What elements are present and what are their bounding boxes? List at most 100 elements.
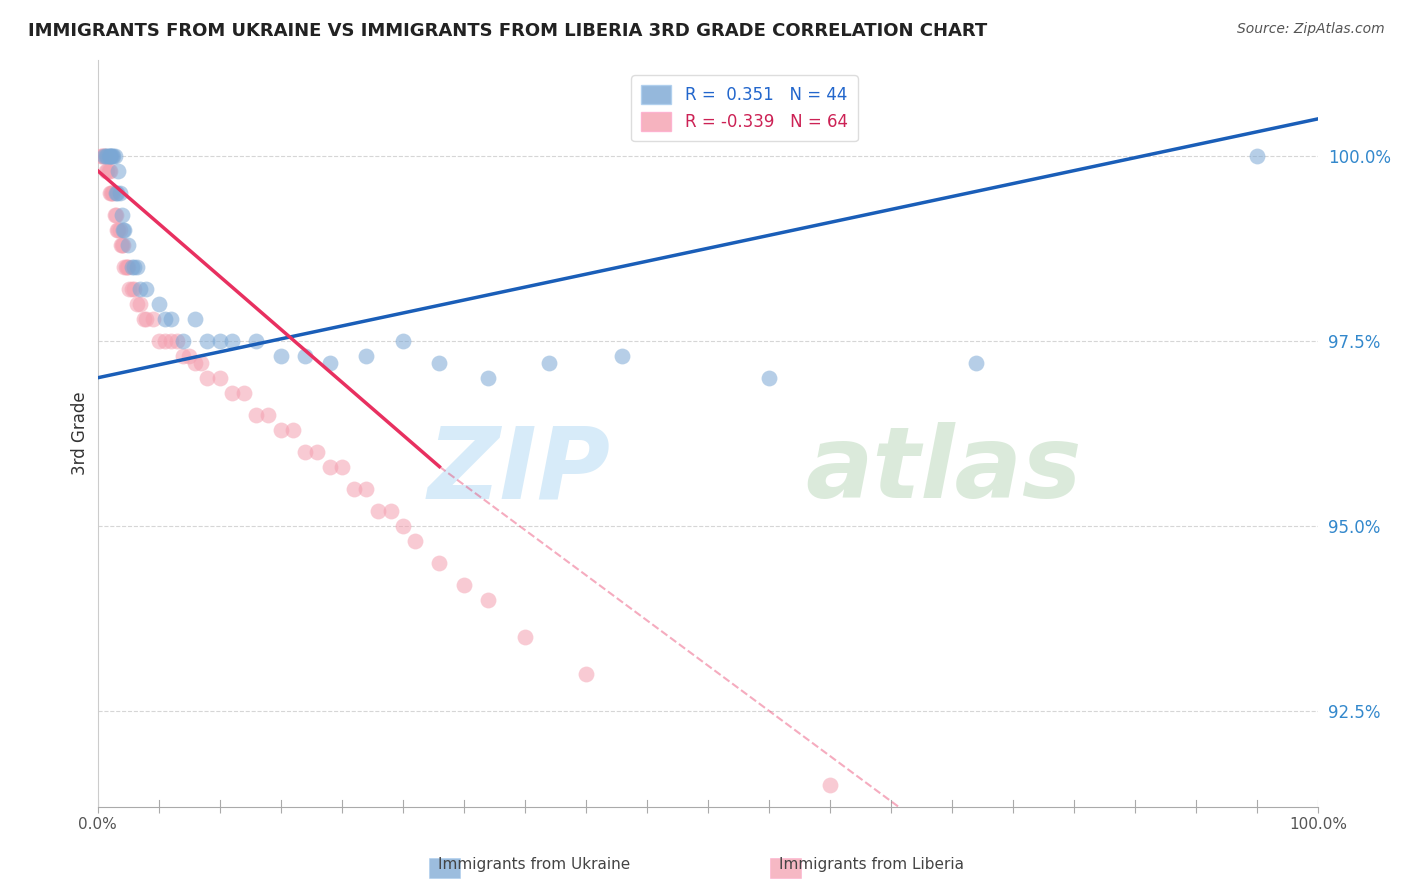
Point <box>477 371 499 385</box>
Point <box>93 149 115 163</box>
Point <box>108 223 131 237</box>
Point <box>98 149 121 163</box>
Point <box>453 578 475 592</box>
Point <box>104 208 127 222</box>
Point <box>148 297 170 311</box>
Point <box>101 186 124 200</box>
Point <box>105 223 128 237</box>
Point <box>172 349 194 363</box>
Point <box>103 149 125 163</box>
Point <box>122 260 145 274</box>
Point <box>197 371 219 385</box>
Point <box>98 163 121 178</box>
Point <box>513 630 536 644</box>
Text: Immigrants from Ukraine: Immigrants from Ukraine <box>439 857 630 872</box>
Point <box>112 223 135 237</box>
Point <box>477 592 499 607</box>
Point <box>112 260 135 274</box>
Point <box>94 163 117 178</box>
Point <box>294 349 316 363</box>
Point <box>208 371 231 385</box>
Point <box>221 385 243 400</box>
Point <box>1246 149 1268 163</box>
Text: Immigrants from Liberia: Immigrants from Liberia <box>779 857 965 872</box>
Point <box>153 334 176 348</box>
Point <box>367 504 389 518</box>
Point <box>97 149 120 163</box>
Point <box>107 163 129 178</box>
Point <box>94 149 117 163</box>
Point <box>110 237 132 252</box>
Point <box>294 444 316 458</box>
Point <box>391 518 413 533</box>
Point <box>538 356 561 370</box>
Point <box>111 237 134 252</box>
Point <box>818 778 841 792</box>
Point <box>233 385 256 400</box>
Point <box>104 208 127 222</box>
Point <box>103 186 125 200</box>
Point <box>115 260 138 274</box>
Point <box>125 297 148 311</box>
Point <box>135 311 157 326</box>
Point <box>105 186 128 200</box>
Point <box>121 282 143 296</box>
Y-axis label: 3rd Grade: 3rd Grade <box>72 392 89 475</box>
Point <box>197 334 219 348</box>
Point <box>100 149 122 163</box>
Point <box>159 334 181 348</box>
Point <box>758 371 780 385</box>
Point <box>270 423 292 437</box>
Point <box>117 237 139 252</box>
Point <box>97 163 120 178</box>
Point <box>94 149 117 163</box>
Text: IMMIGRANTS FROM UKRAINE VS IMMIGRANTS FROM LIBERIA 3RD GRADE CORRELATION CHART: IMMIGRANTS FROM UKRAINE VS IMMIGRANTS FR… <box>28 22 987 40</box>
Point <box>141 311 163 326</box>
Point <box>427 556 450 570</box>
Point <box>427 356 450 370</box>
Point <box>129 297 152 311</box>
Point <box>575 666 598 681</box>
Point <box>104 149 127 163</box>
Point <box>112 237 135 252</box>
Legend: R =  0.351   N = 44, R = -0.339   N = 64: R = 0.351 N = 44, R = -0.339 N = 64 <box>631 76 858 141</box>
Point <box>148 334 170 348</box>
Point <box>111 208 134 222</box>
Point <box>96 149 118 163</box>
Text: atlas: atlas <box>806 422 1083 519</box>
Point <box>307 444 329 458</box>
Point <box>166 334 188 348</box>
Point <box>98 149 121 163</box>
Point <box>93 149 115 163</box>
Point <box>121 260 143 274</box>
Point <box>343 482 366 496</box>
Point <box>96 163 118 178</box>
Point <box>107 223 129 237</box>
Point <box>114 260 136 274</box>
Point <box>966 356 988 370</box>
Point <box>221 334 243 348</box>
Point <box>612 349 634 363</box>
Point <box>184 356 207 370</box>
Point <box>135 282 157 296</box>
Point <box>159 311 181 326</box>
Point <box>91 149 114 163</box>
Point <box>104 186 127 200</box>
Point <box>270 349 292 363</box>
Point <box>153 311 176 326</box>
Point <box>208 334 231 348</box>
Point <box>184 311 207 326</box>
Point <box>354 349 377 363</box>
Point <box>318 356 340 370</box>
Point <box>179 349 201 363</box>
Point <box>125 260 148 274</box>
Text: ZIP: ZIP <box>427 422 610 519</box>
Point <box>100 186 122 200</box>
Point <box>318 459 340 474</box>
Point <box>281 423 304 437</box>
Point <box>245 408 267 422</box>
Point <box>118 282 141 296</box>
Text: Source: ZipAtlas.com: Source: ZipAtlas.com <box>1237 22 1385 37</box>
Point <box>90 149 112 163</box>
Point <box>132 311 155 326</box>
